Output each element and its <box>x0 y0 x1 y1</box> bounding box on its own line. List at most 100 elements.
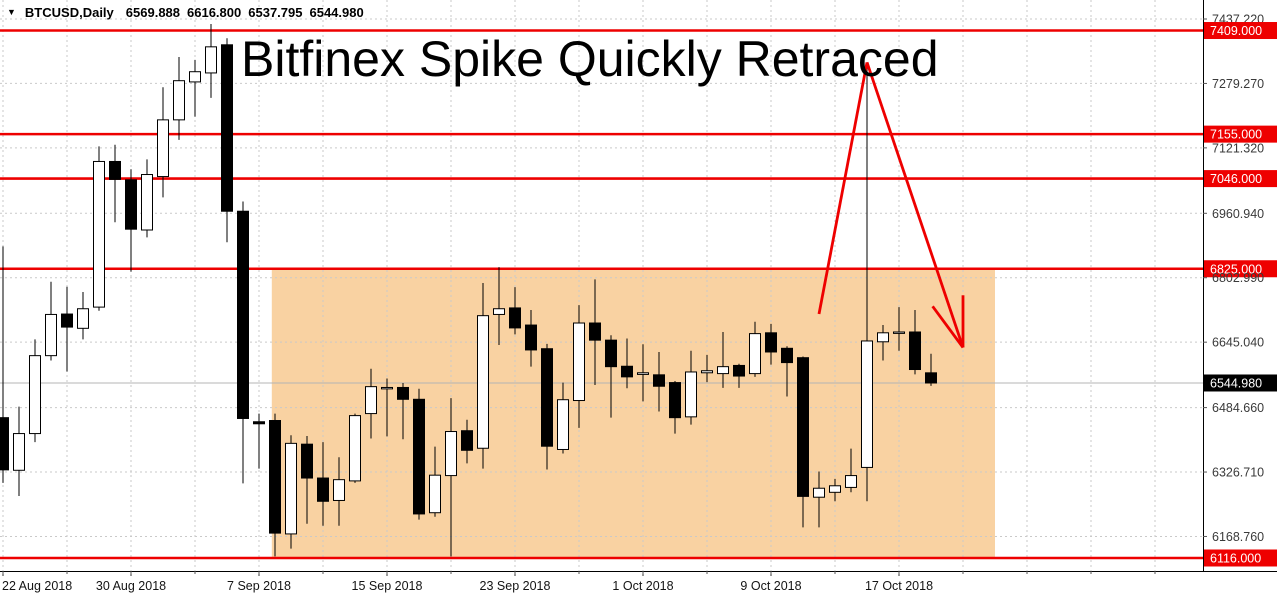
price-level-badge-label: 6116.000 <box>1210 551 1261 565</box>
candle-body <box>701 370 713 374</box>
candle-body <box>237 210 249 419</box>
candle-body <box>781 347 793 364</box>
candle <box>45 281 57 361</box>
candle <box>461 419 473 464</box>
candle <box>61 286 73 372</box>
candle-body <box>93 160 105 308</box>
date-label: 17 Oct 2018 <box>865 579 933 593</box>
candle-body <box>925 372 937 384</box>
candle <box>13 406 25 496</box>
candle-body <box>173 80 185 121</box>
candle-body <box>285 442 297 535</box>
candle <box>749 321 761 377</box>
candle <box>877 325 889 361</box>
candle-body <box>749 333 761 375</box>
date-label: 9 Oct 2018 <box>740 579 801 593</box>
candle-body <box>45 313 57 357</box>
date-label: 1 Oct 2018 <box>612 579 673 593</box>
candle-body <box>221 44 233 212</box>
candle <box>813 471 825 528</box>
candle-body <box>13 433 25 471</box>
symbol-dropdown-icon[interactable]: ▼ <box>7 6 16 17</box>
candle-body <box>77 308 89 329</box>
candle-body <box>669 382 681 419</box>
candle <box>669 380 681 434</box>
candle <box>157 87 169 198</box>
candle-body <box>797 357 809 497</box>
candle <box>925 353 937 386</box>
candle <box>173 57 185 140</box>
date-label: 7 Sep 2018 <box>227 579 291 593</box>
candle <box>253 413 265 469</box>
candle <box>541 343 553 470</box>
retrace-arrow[interactable] <box>865 61 965 348</box>
candle <box>365 368 377 439</box>
candle-body <box>509 307 521 329</box>
candle-body <box>493 308 505 315</box>
candle-body <box>845 475 857 488</box>
price-level-badge <box>1204 260 1277 278</box>
candle <box>589 279 601 386</box>
symbol-timeframe-label: BTCUSD,Daily <box>24 5 114 20</box>
candle-body <box>589 322 601 341</box>
candle-body <box>397 386 409 400</box>
candle <box>733 363 745 388</box>
candle-body <box>157 119 169 178</box>
price-tick-label: 6960.940 <box>1212 207 1264 221</box>
candle <box>509 287 521 335</box>
candle-body <box>269 420 281 534</box>
candle <box>381 378 393 437</box>
candle <box>653 351 665 412</box>
date-label: 15 Sep 2018 <box>352 579 423 593</box>
candle-body <box>125 179 137 230</box>
candle <box>525 309 537 367</box>
candle <box>557 382 569 454</box>
price-tick-label: 7279.270 <box>1212 77 1264 91</box>
candle <box>893 307 905 351</box>
price-level-badge-label: 6825.000 <box>1210 262 1262 276</box>
candle-body <box>189 71 201 83</box>
candle <box>685 350 697 425</box>
candle <box>189 59 201 117</box>
quote-close: 6544.980 <box>309 5 364 20</box>
retrace-arrow[interactable] <box>817 62 869 315</box>
date-label: 22 Aug 2018 <box>2 579 72 593</box>
price-tick-label: 7121.320 <box>1212 141 1264 155</box>
candle-body <box>909 331 921 371</box>
candle <box>717 331 729 388</box>
candle <box>221 38 233 243</box>
price-level-badge <box>1204 170 1277 188</box>
current-price-badge <box>1204 374 1277 392</box>
candle <box>397 382 409 440</box>
candle-body <box>685 371 697 418</box>
candle <box>477 283 489 469</box>
candle <box>285 435 297 549</box>
date-label: 30 Aug 2018 <box>96 579 166 593</box>
candle <box>0 246 9 483</box>
candle <box>317 442 329 526</box>
candle <box>141 159 153 238</box>
candle-body <box>829 485 841 493</box>
price-tick-label: 6645.040 <box>1212 336 1264 350</box>
symbol-info-bar: ▼ BTCUSD,Daily 6569.888 6616.800 6537.79… <box>7 5 371 20</box>
candle-body <box>557 399 569 450</box>
candle <box>621 338 633 389</box>
candle-body <box>301 443 313 479</box>
candle <box>701 354 713 383</box>
candle <box>349 413 361 483</box>
chart-title-annotation[interactable]: Bitfinex Spike Quickly Retraced <box>241 31 939 87</box>
candle-body <box>205 46 217 74</box>
price-tick-label: 6326.710 <box>1212 466 1264 480</box>
highlight-zone-rectangle[interactable] <box>271 268 995 558</box>
candle-body <box>541 348 553 447</box>
price-level-badge <box>1204 22 1277 40</box>
candle-body <box>637 372 649 375</box>
candle-body <box>813 487 825 498</box>
retrace-arrow[interactable] <box>931 305 965 349</box>
candle-body <box>445 431 457 477</box>
candle <box>413 388 425 520</box>
candle-body <box>765 332 777 353</box>
candle-body <box>317 477 329 502</box>
